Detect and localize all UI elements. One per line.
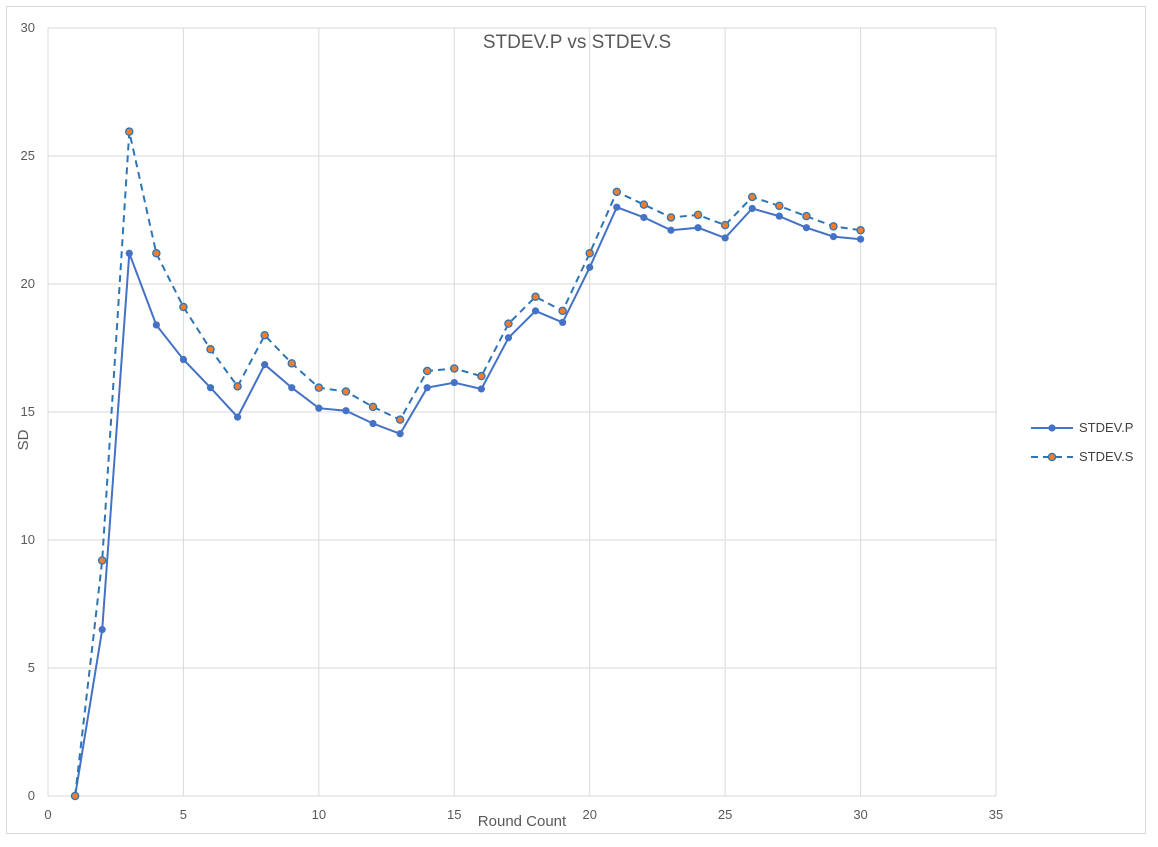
data-point bbox=[341, 387, 351, 396]
data-point bbox=[450, 378, 458, 387]
data-point bbox=[368, 402, 378, 412]
legend-marker bbox=[1047, 452, 1057, 462]
data-point bbox=[748, 204, 756, 213]
y-tick-label: 5 bbox=[28, 660, 35, 675]
x-tick-label: 20 bbox=[582, 807, 596, 822]
series-line bbox=[74, 205, 861, 797]
y-axis-label: SD bbox=[15, 429, 32, 450]
data-point bbox=[531, 307, 540, 315]
data-point bbox=[125, 127, 134, 136]
x-tick-label: 5 bbox=[180, 807, 187, 822]
data-point bbox=[802, 224, 811, 232]
data-point bbox=[260, 330, 269, 340]
data-point bbox=[423, 384, 431, 392]
data-point bbox=[287, 359, 297, 368]
data-point bbox=[288, 384, 296, 392]
data-point bbox=[504, 319, 513, 328]
chart-title: STDEV.P vs STDEV.S bbox=[483, 32, 671, 53]
data-point bbox=[233, 382, 242, 391]
data-point bbox=[206, 384, 215, 392]
data-point bbox=[98, 626, 106, 634]
data-point bbox=[315, 404, 323, 412]
data-point bbox=[775, 212, 783, 220]
data-point bbox=[747, 192, 757, 202]
legend-label: STDEV.S bbox=[1079, 449, 1134, 464]
chart-frame bbox=[6, 6, 1146, 834]
data-point bbox=[694, 224, 702, 232]
data-point bbox=[639, 200, 649, 209]
data-point bbox=[152, 249, 161, 258]
legend-marker bbox=[1048, 424, 1056, 432]
data-point bbox=[612, 187, 622, 197]
data-point bbox=[721, 234, 729, 242]
x-tick-label: 0 bbox=[44, 807, 51, 822]
x-tick-label: 25 bbox=[718, 807, 732, 822]
data-point bbox=[586, 263, 594, 271]
y-tick-label: 30 bbox=[21, 20, 35, 35]
data-point bbox=[179, 302, 188, 312]
data-point bbox=[559, 318, 567, 326]
y-tick-label: 15 bbox=[21, 404, 35, 419]
grid-lines bbox=[47, 27, 997, 797]
x-tick-label: 10 bbox=[312, 807, 326, 822]
legend-label: STDEV.P bbox=[1079, 420, 1133, 435]
y-tick-label: 0 bbox=[28, 788, 35, 803]
data-point bbox=[558, 306, 567, 316]
legend-item: STDEV.S bbox=[1031, 449, 1134, 464]
data-point bbox=[640, 213, 648, 222]
data-point bbox=[667, 226, 675, 234]
y-tick-label: 10 bbox=[21, 532, 35, 547]
data-point bbox=[261, 361, 269, 369]
x-tick-label: 15 bbox=[447, 807, 461, 822]
data-point bbox=[693, 210, 703, 220]
data-point bbox=[396, 430, 404, 438]
x-tick-labels: 0 5 10 15 20 25 30 35 bbox=[44, 807, 1003, 822]
legend: STDEV.P STDEV.S bbox=[1031, 420, 1134, 464]
data-point bbox=[666, 213, 676, 222]
data-point bbox=[70, 791, 80, 801]
legend-item: STDEV.P bbox=[1031, 420, 1133, 435]
data-point bbox=[856, 225, 865, 235]
data-point bbox=[450, 364, 459, 373]
data-point bbox=[314, 383, 324, 392]
data-point bbox=[152, 321, 160, 329]
data-point bbox=[856, 235, 865, 243]
data-point bbox=[97, 556, 107, 565]
data-point bbox=[179, 355, 188, 364]
series-stdev-p bbox=[71, 203, 865, 800]
data-point bbox=[206, 345, 215, 354]
data-point bbox=[422, 366, 432, 376]
y-tick-labels: 0 5 10 15 20 25 30 bbox=[21, 20, 35, 803]
data-point bbox=[477, 371, 486, 381]
series-layer bbox=[70, 127, 865, 801]
y-tick-label: 20 bbox=[21, 276, 35, 291]
data-point bbox=[531, 292, 540, 302]
x-axis-label: Round Count bbox=[478, 813, 567, 830]
data-point bbox=[342, 407, 350, 415]
data-point bbox=[477, 385, 485, 393]
data-point bbox=[829, 222, 838, 231]
data-point bbox=[829, 233, 838, 241]
data-point bbox=[395, 415, 405, 424]
data-point bbox=[775, 201, 784, 211]
data-point bbox=[720, 220, 730, 230]
data-point bbox=[504, 334, 513, 342]
data-point bbox=[234, 413, 242, 421]
x-tick-label: 35 bbox=[989, 807, 1003, 822]
data-point bbox=[613, 203, 621, 211]
data-point bbox=[802, 211, 811, 221]
data-point bbox=[585, 249, 594, 258]
data-point bbox=[125, 249, 133, 257]
series-stdev-s bbox=[70, 127, 865, 801]
data-point bbox=[369, 419, 377, 428]
series-line bbox=[74, 131, 861, 797]
x-tick-label: 30 bbox=[853, 807, 867, 822]
y-tick-label: 25 bbox=[21, 148, 35, 163]
